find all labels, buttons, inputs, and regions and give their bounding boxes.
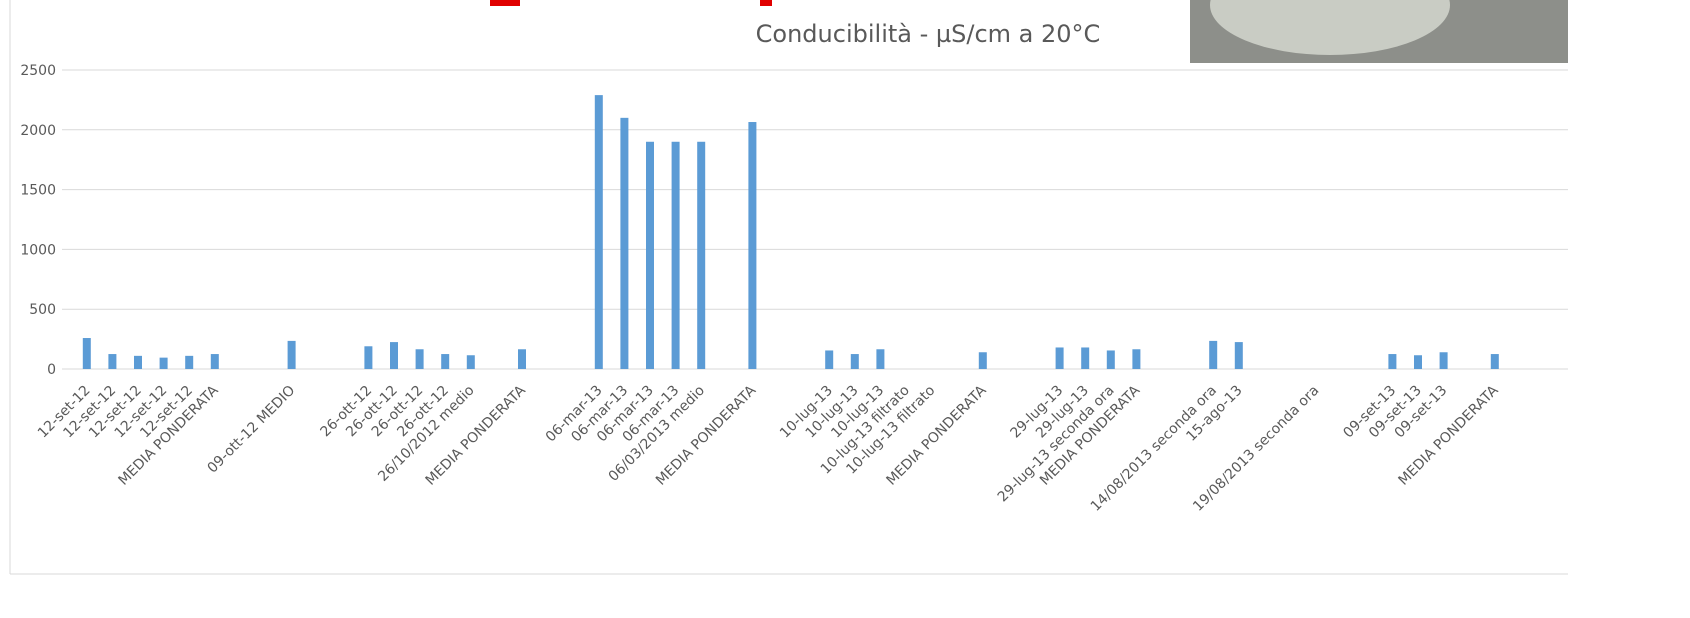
bar [1440, 352, 1448, 369]
bar [697, 142, 705, 369]
bar [646, 142, 654, 369]
bar [620, 118, 628, 369]
bar [1132, 349, 1140, 369]
y-tick-label: 2500 [20, 63, 56, 79]
bar [364, 346, 372, 369]
chart: Conducibilità - µS/cm a 20°C 0 500 1000 150… [0, 0, 1690, 618]
bar [1209, 341, 1217, 369]
bar [1235, 342, 1243, 369]
bar [1491, 354, 1499, 369]
y-tick-label: 2000 [20, 123, 56, 139]
bar [467, 355, 475, 369]
bar [876, 349, 884, 369]
bar [1414, 355, 1422, 369]
y-tick-label: 500 [29, 302, 56, 318]
bar [1388, 354, 1396, 369]
bar [1056, 347, 1064, 369]
bar [748, 122, 756, 369]
bar [672, 142, 680, 369]
bar [160, 358, 168, 369]
bar [83, 338, 91, 369]
bar [390, 342, 398, 369]
bar [211, 354, 219, 369]
bar [288, 341, 296, 369]
y-tick-label: 0 [47, 362, 56, 378]
bar [595, 95, 603, 369]
bar [185, 356, 193, 369]
bar [1107, 350, 1115, 369]
cut-title-fragment [490, 0, 520, 6]
bar [825, 350, 833, 369]
y-tick-label: 1000 [20, 242, 56, 258]
bar [441, 354, 449, 369]
bar [134, 356, 142, 369]
bar [108, 354, 116, 369]
chart-title: Conducibilità - µS/cm a 20°C [756, 20, 1101, 48]
bar [518, 349, 526, 369]
y-tick-label: 1500 [20, 183, 56, 199]
bar [416, 349, 424, 369]
bar [979, 352, 987, 369]
bar [851, 354, 859, 369]
cut-title-fragment [760, 0, 772, 6]
bar [1081, 347, 1089, 369]
